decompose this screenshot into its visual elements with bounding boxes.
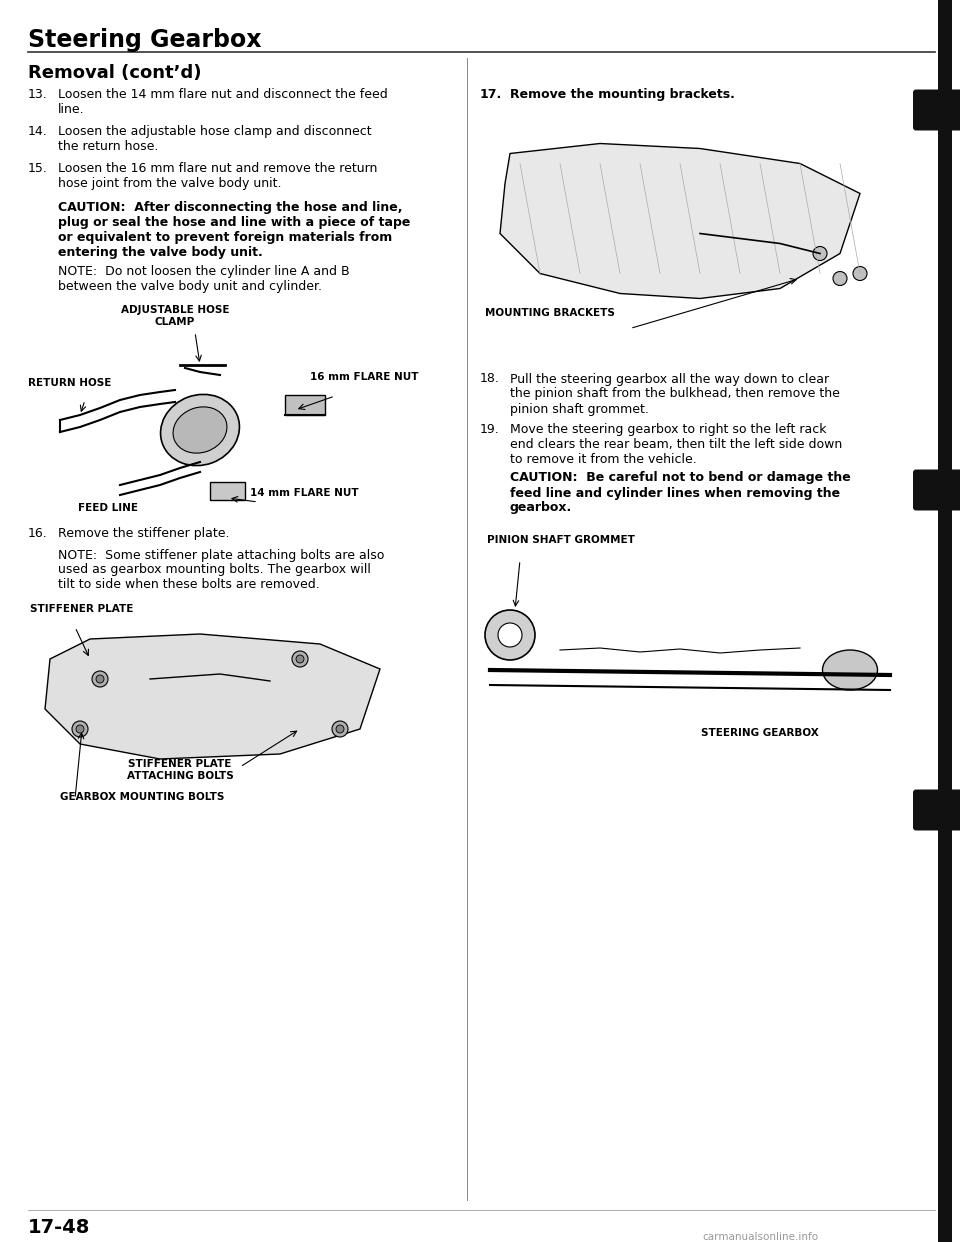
Bar	[480, 113, 930, 359]
Text: STIFFENER PLATE: STIFFENER PLATE	[30, 604, 133, 614]
Circle shape	[292, 651, 308, 667]
Text: NOTE:  Some stiffener plate attaching bolts are also
used as gearbox mounting bo: NOTE: Some stiffener plate attaching bol…	[58, 549, 384, 591]
Circle shape	[92, 671, 108, 687]
Text: 16 mm FLARE NUT: 16 mm FLARE NUT	[310, 373, 419, 383]
Circle shape	[72, 722, 88, 737]
Text: 17.: 17.	[480, 88, 502, 101]
Text: ADJUSTABLE HOSE
CLAMP: ADJUSTABLE HOSE CLAMP	[121, 306, 229, 327]
Text: 14.: 14.	[28, 125, 48, 138]
Circle shape	[96, 674, 104, 683]
Circle shape	[332, 722, 348, 737]
Text: 18.: 18.	[480, 373, 500, 385]
Text: 15.: 15.	[28, 161, 48, 175]
FancyBboxPatch shape	[949, 469, 960, 510]
Circle shape	[336, 725, 344, 733]
Text: CAUTION:  Be careful not to bend or damage the
feed line and cylinder lines when: CAUTION: Be careful not to bend or damag…	[510, 472, 851, 514]
Text: STIFFENER PLATE
ATTACHING BOLTS: STIFFENER PLATE ATTACHING BOLTS	[127, 759, 233, 781]
Bar	[480, 530, 930, 750]
FancyBboxPatch shape	[913, 89, 941, 130]
Bar	[210, 482, 245, 501]
Polygon shape	[45, 633, 380, 759]
Text: Loosen the 16 mm flare nut and remove the return
hose joint from the valve body : Loosen the 16 mm flare nut and remove th…	[58, 161, 377, 190]
Circle shape	[498, 623, 522, 647]
Ellipse shape	[160, 395, 239, 466]
Text: NOTE:  Do not loosen the cylinder line A and B
between the valve body unit and c: NOTE: Do not loosen the cylinder line A …	[58, 265, 349, 293]
Bar	[28, 301, 460, 515]
Text: carmanualsonline.info: carmanualsonline.info	[702, 1232, 818, 1242]
FancyBboxPatch shape	[949, 790, 960, 831]
Circle shape	[853, 267, 867, 281]
Text: PINION SHAFT GROMMET: PINION SHAFT GROMMET	[487, 535, 635, 545]
Text: STEERING GEARBOX: STEERING GEARBOX	[701, 728, 819, 738]
Text: MOUNTING BRACKETS: MOUNTING BRACKETS	[485, 308, 614, 318]
Text: Removal (cont’d): Removal (cont’d)	[28, 65, 202, 82]
Text: Move the steering gearbox to right so the left rack
end clears the rear beam, th: Move the steering gearbox to right so th…	[510, 424, 842, 466]
Text: 13.: 13.	[28, 88, 48, 101]
Text: 14 mm FLARE NUT: 14 mm FLARE NUT	[250, 488, 359, 498]
Text: FEED LINE: FEED LINE	[78, 503, 138, 513]
Text: GEARBOX MOUNTING BOLTS: GEARBOX MOUNTING BOLTS	[60, 792, 225, 802]
Circle shape	[76, 725, 84, 733]
Bar	[28, 599, 460, 804]
Circle shape	[296, 655, 304, 663]
Bar	[938, 0, 952, 1242]
Text: Loosen the adjustable hose clamp and disconnect
the return hose.: Loosen the adjustable hose clamp and dis…	[58, 125, 372, 153]
Text: RETURN HOSE: RETURN HOSE	[28, 378, 111, 388]
Circle shape	[833, 272, 847, 286]
Circle shape	[813, 246, 827, 261]
Ellipse shape	[823, 650, 877, 691]
Text: 16.: 16.	[28, 527, 48, 540]
FancyBboxPatch shape	[913, 790, 941, 831]
Text: 19.: 19.	[480, 424, 500, 436]
Text: Remove the mounting brackets.: Remove the mounting brackets.	[510, 88, 734, 101]
Text: Loosen the 14 mm flare nut and disconnect the feed
line.: Loosen the 14 mm flare nut and disconnec…	[58, 88, 388, 116]
Text: Pull the steering gearbox all the way down to clear
the pinion shaft from the bu: Pull the steering gearbox all the way do…	[510, 373, 840, 416]
FancyBboxPatch shape	[949, 89, 960, 130]
Polygon shape	[500, 144, 860, 298]
Text: Steering Gearbox: Steering Gearbox	[28, 29, 261, 52]
Bar	[285, 395, 325, 415]
FancyBboxPatch shape	[913, 469, 941, 510]
Text: 17-48: 17-48	[28, 1218, 90, 1237]
Circle shape	[485, 610, 535, 660]
Ellipse shape	[173, 407, 227, 453]
Text: CAUTION:  After disconnecting the hose and line,
plug or seal the hose and line : CAUTION: After disconnecting the hose an…	[58, 201, 410, 260]
Text: Remove the stiffener plate.: Remove the stiffener plate.	[58, 527, 229, 540]
